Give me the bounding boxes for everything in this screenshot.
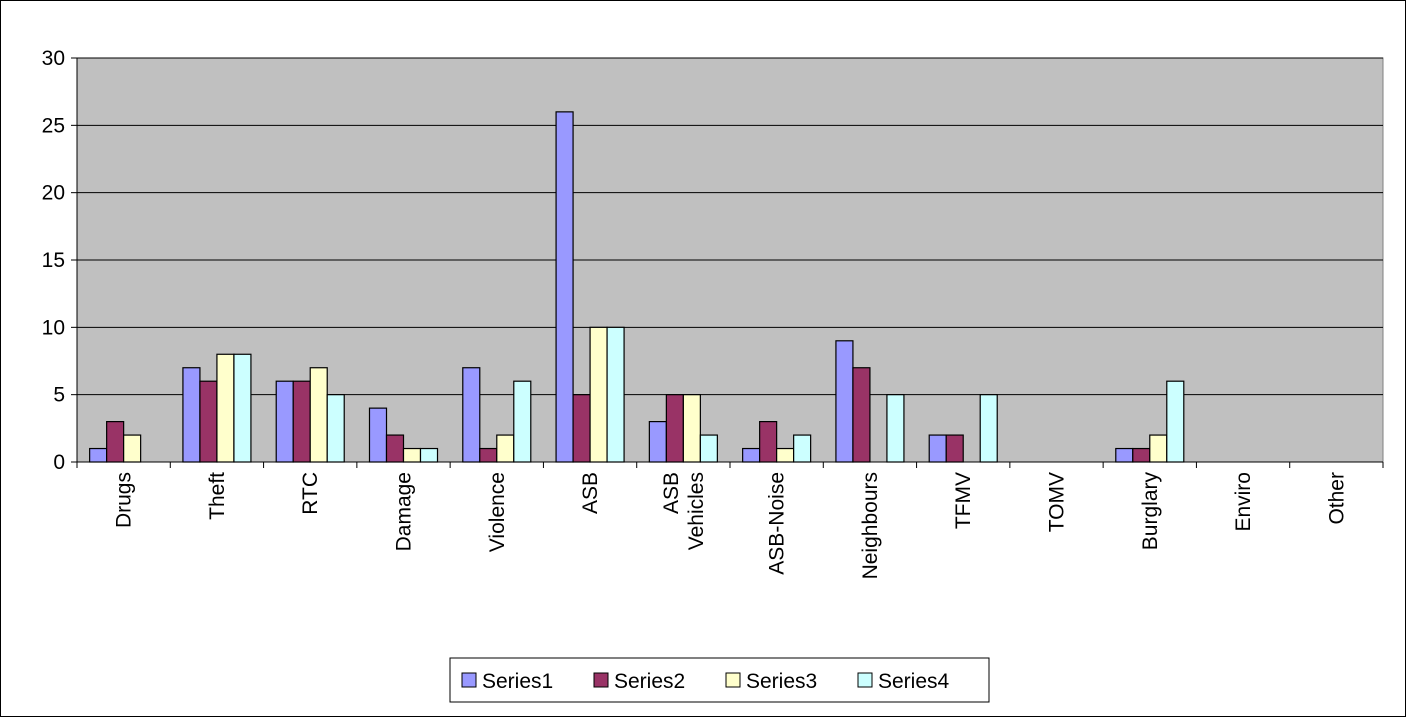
bar-series4-5 [606,326,625,463]
x-category-label: ASB [579,472,602,514]
bar-series1-11 [1115,447,1134,463]
legend: Series1 Series2 Series3 Series4 [449,657,990,703]
x-category-label-line: Drugs [113,472,136,528]
bar-series2-2 [292,380,311,463]
x-category-label-line: Neighbours [859,472,882,579]
x-category-label-line: Burglary [1139,472,1162,551]
x-category-label: ASB-Noise [766,472,789,575]
x-category-label-line: Theft [206,472,229,520]
x-category-label: Other [1325,472,1348,525]
x-category-label: TFMV [952,472,975,529]
bar-series1-5 [555,111,574,463]
legend-label-series3: Series3 [746,670,817,693]
bar-series3-4 [496,434,515,463]
legend-swatch-series1 [461,672,477,688]
y-tick-label: 10 [42,316,65,339]
bar-series1-0 [89,447,108,463]
legend-label-series2: Series2 [614,670,685,693]
bar-series1-2 [275,380,294,463]
x-category-label: Burglary [1139,472,1162,551]
x-category-label-line: Vehicles [685,472,708,550]
legend-swatch-series2 [593,672,609,688]
x-category-label: TOMV [1046,472,1069,532]
x-category-label-line: TOMV [1046,472,1069,532]
legend-swatch-series4 [857,672,873,688]
bar-series1-7 [742,447,761,463]
bar-series4-9 [979,394,998,463]
bar-series4-3 [419,447,439,463]
bar-series3-2 [309,367,328,463]
x-category-label: ASB Vehicles [660,472,708,550]
x-category-label-line: Violence [486,472,509,552]
bar-series3-7 [776,447,795,463]
legend-box [449,657,990,703]
y-tick-label: 0 [53,451,65,474]
x-category-label-line: ASB-Noise [766,472,789,575]
bar-series3-1 [216,353,235,463]
bar-series2-1 [199,380,218,463]
bar-series4-2 [326,394,345,463]
bar-series2-3 [385,434,405,463]
x-category-label: RTC [299,472,322,515]
bar-series1-1 [182,367,201,463]
bar-series4-4 [513,380,532,463]
bar-series2-11 [1132,447,1151,463]
bar-series2-8 [852,367,871,463]
bar-series2-0 [106,421,125,463]
bar-series4-6 [699,434,718,463]
bar-series2-5 [572,394,591,463]
x-category-label-line: Enviro [1232,472,1255,532]
legend-label-series4: Series4 [878,670,950,693]
plot-area [76,57,1384,463]
x-category-label: Damage [393,472,416,551]
bar-series4-1 [233,353,252,463]
bar-series4-7 [793,434,812,463]
bar-series1-9 [928,434,947,463]
bars [89,111,1185,463]
bar-series2-6 [665,394,684,463]
x-category-label-line: RTC [299,472,322,515]
bar-series3-5 [589,326,608,463]
y-tick-label: 5 [53,384,65,407]
x-category-label: Violence [486,472,509,552]
bar-series3-0 [123,434,142,463]
y-tick-label: 20 [42,182,65,205]
x-category-label-line: Other [1325,472,1348,525]
x-category-label: Theft [206,472,229,520]
legend-label-series1: Series1 [482,670,553,693]
bar-series3-3 [402,447,422,463]
y-tick-label: 30 [42,47,65,70]
bar-series3-11 [1149,434,1168,463]
x-category-label: Neighbours [859,472,882,579]
y-tick-label: 25 [42,114,65,137]
bar-series2-9 [945,434,964,463]
bar-series4-11 [1166,380,1185,463]
bar-series2-7 [759,421,778,463]
bar-series1-4 [462,367,481,463]
y-tick-label: 15 [42,249,65,272]
x-category-label-line: ASB [579,472,602,514]
bar-series2-4 [479,447,498,463]
x-category-label-line: ASB [660,472,683,514]
bar-series1-6 [648,421,667,463]
bar-series1-8 [835,340,854,463]
bar-series4-8 [886,394,905,463]
bar-series1-3 [368,407,388,463]
x-category-label-line: Damage [393,472,416,551]
x-category-label: Enviro [1232,472,1255,532]
bar-series3-6 [682,394,701,463]
x-category-label: Drugs [113,472,136,528]
x-category-label-line: TFMV [952,472,975,529]
legend-swatch-series3 [725,672,741,688]
category-labels: Drugs Theft RTC Damage Violence ASB ASB Vehicle… [113,472,1349,580]
